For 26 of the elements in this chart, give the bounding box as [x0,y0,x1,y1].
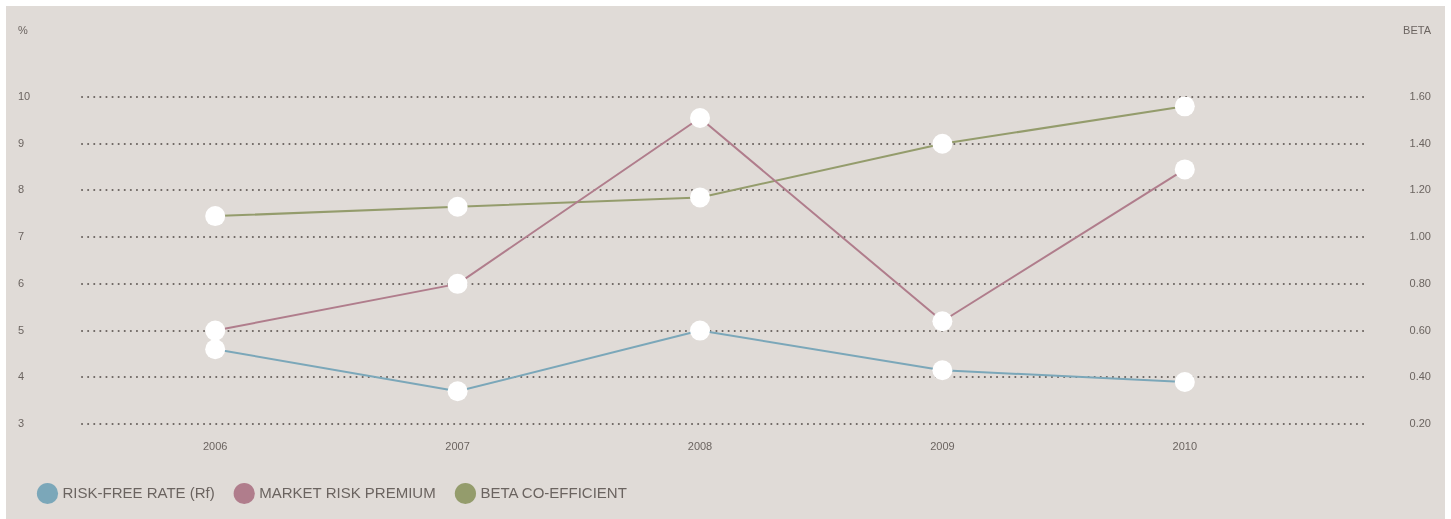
y-tick-label: 7 [18,230,25,243]
x-tick-label: 2008 [687,439,713,452]
y-tick-label: 8 [18,183,25,196]
y2-axis-title: BETA [1403,24,1432,37]
legend-label: RISK-FREE RATE (Rf) [62,483,215,501]
y-axis-title: % [18,24,28,37]
y-tick-label: 4 [18,370,25,383]
legend-label: BETA CO-EFFICIENT [480,483,627,501]
y2-tick-label: 0.40 [1409,370,1431,383]
x-tick-label: 2009 [930,439,955,452]
y-tick-label: 3 [18,417,25,430]
y-tick-label: 10 [18,90,31,103]
y2-tick-label: 1.00 [1409,230,1431,243]
y2-tick-label: 0.80 [1409,276,1431,289]
y2-tick-label: 1.40 [1409,136,1431,149]
y2-tick-label: 0.60 [1409,323,1431,336]
y2-tick-label: 1.20 [1409,183,1431,196]
legend-label: MARKET RISK PREMIUM [259,483,436,501]
y-tick-label: 9 [18,136,25,149]
y-tick-label: 5 [18,323,25,336]
x-tick-label: 2006 [202,439,228,452]
y-tick-label: 6 [18,276,25,289]
x-tick-label: 2010 [1172,439,1198,452]
y2-tick-label: 1.60 [1409,90,1431,103]
y2-tick-label: 0.20 [1409,417,1431,430]
x-tick-label: 2007 [445,439,470,452]
